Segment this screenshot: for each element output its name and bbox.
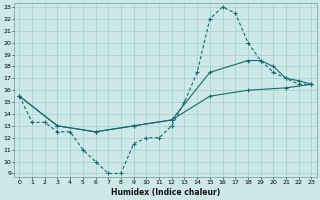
X-axis label: Humidex (Indice chaleur): Humidex (Indice chaleur)	[111, 188, 220, 197]
